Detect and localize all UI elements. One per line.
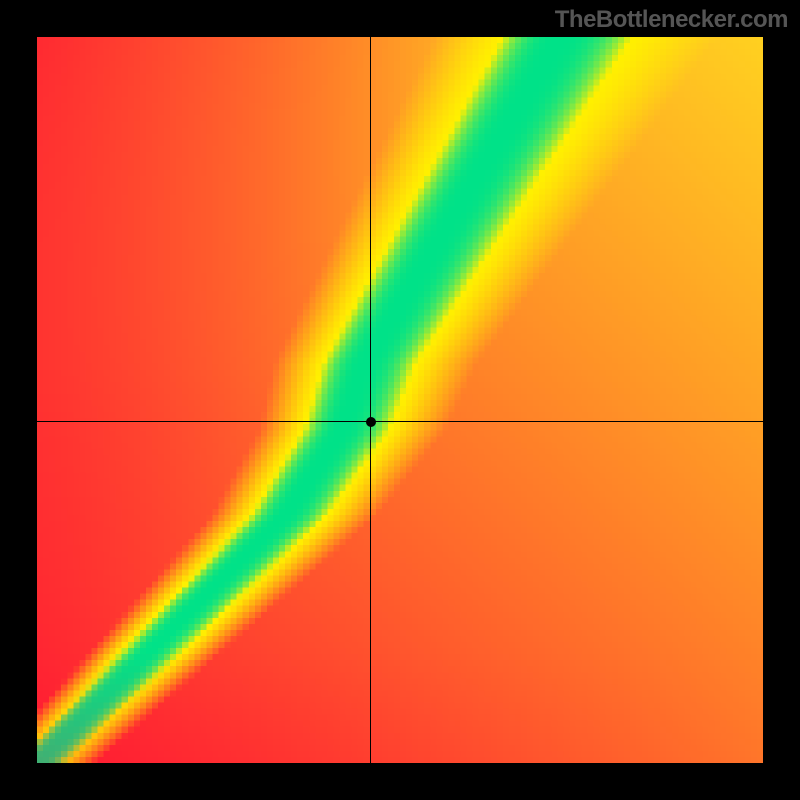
selected-point-marker [366,417,376,427]
crosshair-vertical [370,37,371,763]
plot-area [37,37,763,763]
watermark-text: TheBottlenecker.com [555,6,788,34]
crosshair-horizontal [37,421,763,422]
bottleneck-heatmap [37,37,763,763]
